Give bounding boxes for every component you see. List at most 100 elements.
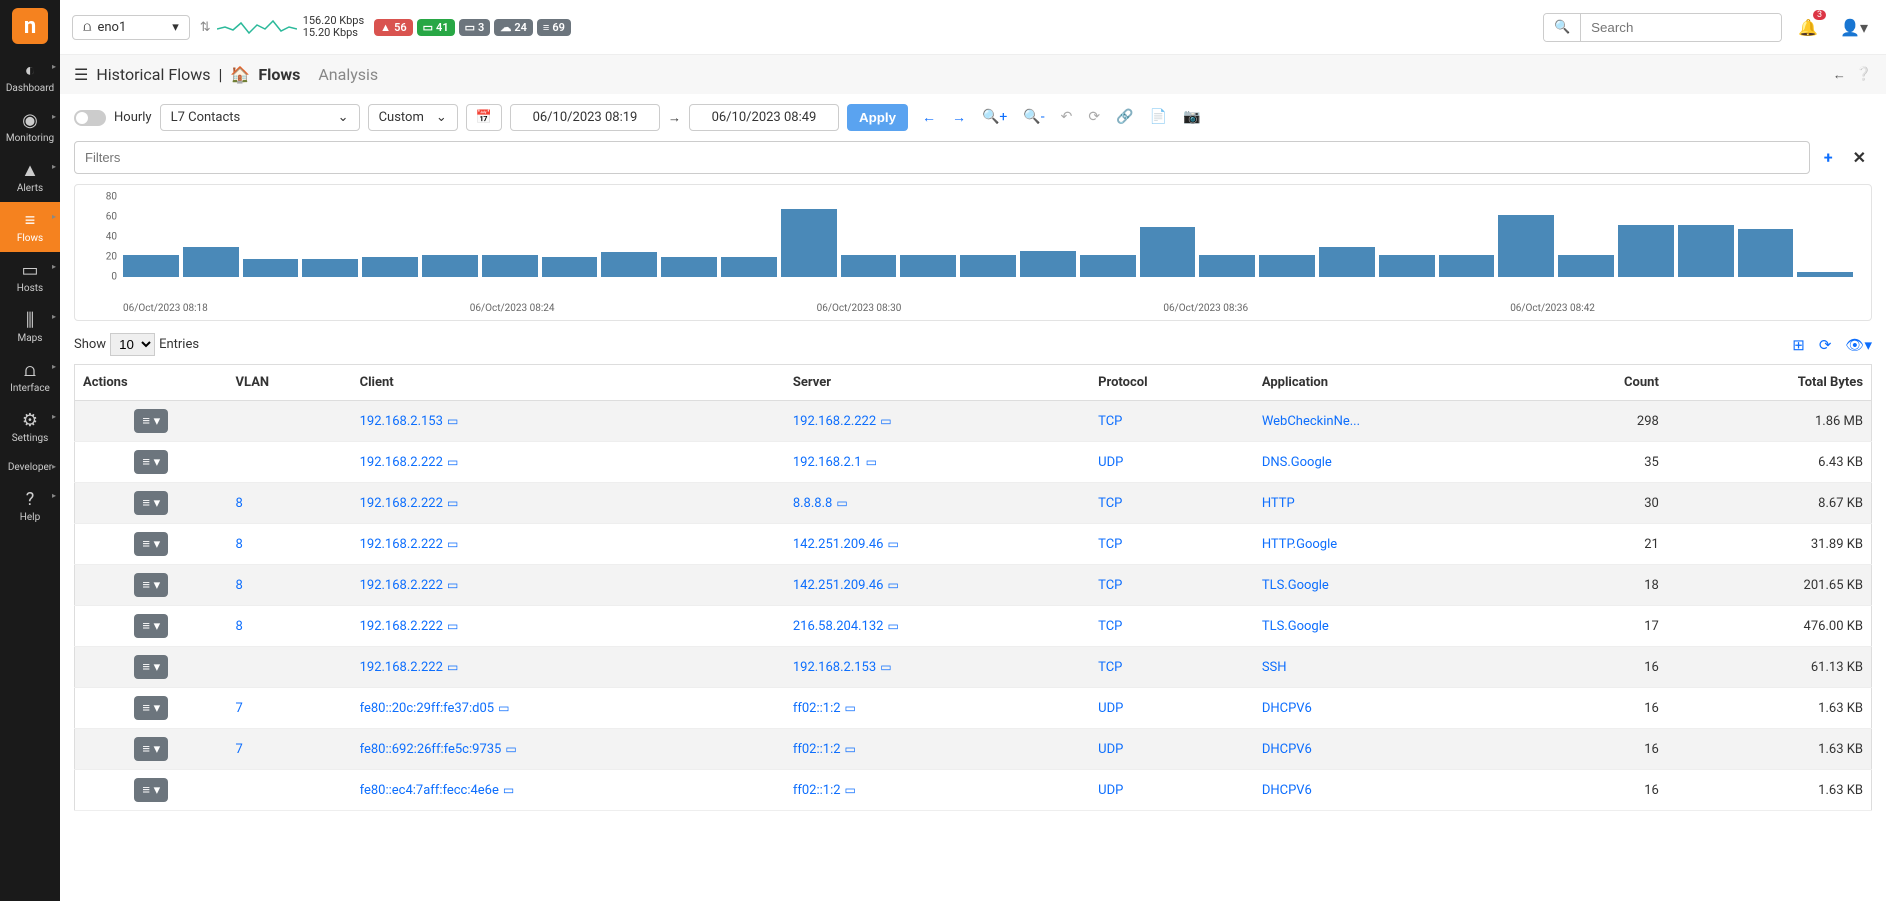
protocol-link[interactable]: TCP <box>1098 537 1122 552</box>
row-actions-button[interactable]: ≡ ▾ <box>134 778 168 802</box>
host-icon[interactable]: ▭ <box>866 455 877 469</box>
host-icon[interactable]: ▭ <box>887 537 898 551</box>
column-header[interactable]: Count <box>1540 365 1667 401</box>
sidebar-item-flows[interactable]: ≡Flows▸ <box>0 202 60 252</box>
sidebar-item-settings[interactable]: ⚙Settings▸ <box>0 402 60 452</box>
chart-bar[interactable] <box>482 255 538 277</box>
host-icon[interactable]: ▭ <box>498 701 509 715</box>
server-link[interactable]: 8.8.8.8 <box>793 496 833 511</box>
host-icon[interactable]: ▭ <box>836 496 847 510</box>
client-link[interactable]: 192.168.2.222 <box>360 660 443 675</box>
nav-left-icon[interactable]: ← <box>916 104 942 131</box>
camera-icon[interactable]: 📷 <box>1177 104 1206 131</box>
to-date[interactable]: 06/10/2023 08:49 <box>689 104 839 131</box>
server-link[interactable]: ff02::1:2 <box>793 701 841 716</box>
chart-bar[interactable] <box>661 257 717 277</box>
chart-bar[interactable] <box>123 255 179 277</box>
refresh-table-icon[interactable]: ⟳ <box>1819 336 1832 354</box>
chart-bar[interactable] <box>243 259 299 277</box>
server-link[interactable]: ff02::1:2 <box>793 783 841 798</box>
chart-bar[interactable] <box>542 257 598 277</box>
chart-bar[interactable] <box>601 252 657 277</box>
application-link[interactable]: HTTP.Google <box>1262 537 1337 552</box>
chart-bar[interactable] <box>362 257 418 277</box>
host-icon[interactable]: ▭ <box>447 578 458 592</box>
vlan-link[interactable]: 8 <box>236 619 243 634</box>
host-icon[interactable]: ▭ <box>447 619 458 633</box>
vlan-link[interactable]: 7 <box>236 701 243 716</box>
nav-right-icon[interactable]: → <box>946 104 972 131</box>
row-actions-button[interactable]: ≡ ▾ <box>134 614 168 638</box>
chart-bar[interactable] <box>1259 255 1315 277</box>
row-actions-button[interactable]: ≡ ▾ <box>134 696 168 720</box>
protocol-link[interactable]: TCP <box>1098 660 1122 675</box>
protocol-link[interactable]: UDP <box>1098 783 1123 798</box>
hourly-toggle[interactable] <box>74 110 106 126</box>
host-icon[interactable]: ▭ <box>447 537 458 551</box>
chart-bar[interactable] <box>422 255 478 277</box>
search-button[interactable]: 🔍 <box>1544 14 1581 41</box>
column-header[interactable]: Protocol <box>1090 365 1254 401</box>
vlan-link[interactable]: 8 <box>236 496 243 511</box>
row-actions-button[interactable]: ≡ ▾ <box>134 573 168 597</box>
chart-bar[interactable] <box>1439 255 1495 277</box>
column-header[interactable]: Client <box>352 365 785 401</box>
chart-bar[interactable] <box>1140 227 1196 277</box>
chart-bar[interactable] <box>1738 229 1794 277</box>
crumb-analysis[interactable]: Analysis <box>318 65 378 84</box>
column-header[interactable]: VLAN <box>228 365 352 401</box>
chart-bar[interactable] <box>1379 255 1435 277</box>
application-link[interactable]: DHCPV6 <box>1262 701 1312 716</box>
zoom-in-icon[interactable]: 🔍+ <box>976 104 1013 131</box>
host-icon[interactable]: ▭ <box>447 660 458 674</box>
link-icon[interactable]: 🔗 <box>1110 104 1139 131</box>
protocol-link[interactable]: UDP <box>1098 455 1123 470</box>
row-actions-button[interactable]: ≡ ▾ <box>134 532 168 556</box>
application-link[interactable]: TLS.Google <box>1262 578 1329 593</box>
range-select[interactable]: Custom⌄ <box>368 104 458 131</box>
chart-bar[interactable] <box>1618 225 1674 277</box>
protocol-link[interactable]: UDP <box>1098 701 1123 716</box>
sidebar-item-developer[interactable]: Developer▸ <box>0 452 60 481</box>
row-actions-button[interactable]: ≡ ▾ <box>134 737 168 761</box>
host-icon[interactable]: ▭ <box>447 414 458 428</box>
sidebar-item-dashboard[interactable]: ◐Dashboard▸ <box>0 52 60 102</box>
status-badge[interactable]: ▭41 <box>417 19 455 36</box>
entries-select[interactable]: 10 <box>110 333 155 356</box>
server-link[interactable]: ff02::1:2 <box>793 742 841 757</box>
client-link[interactable]: fe80::ec4:7aff:fecc:4e6e <box>360 783 499 798</box>
sidebar-item-monitoring[interactable]: ◉Monitoring▸ <box>0 102 60 152</box>
chart-bar[interactable] <box>841 255 897 277</box>
server-link[interactable]: 192.168.2.153 <box>793 660 876 675</box>
server-link[interactable]: 142.251.209.46 <box>793 578 884 593</box>
host-icon[interactable]: ▭ <box>447 496 458 510</box>
status-badge[interactable]: ▲56 <box>374 19 412 36</box>
logo[interactable]: n <box>12 8 48 44</box>
apply-button[interactable]: Apply <box>847 104 908 131</box>
menu-icon[interactable]: ☰ <box>74 65 88 84</box>
metric-select[interactable]: L7 Contacts⌄ <box>160 104 360 131</box>
filters-input[interactable] <box>74 141 1810 174</box>
host-icon[interactable]: ▭ <box>845 742 856 756</box>
host-icon[interactable]: ▭ <box>845 783 856 797</box>
column-header[interactable]: Application <box>1254 365 1540 401</box>
application-link[interactable]: DHCPV6 <box>1262 742 1312 757</box>
search-input[interactable] <box>1581 14 1781 41</box>
column-header[interactable]: Actions <box>75 365 228 401</box>
server-link[interactable]: 192.168.2.1 <box>793 455 862 470</box>
sidebar-item-maps[interactable]: ⫼Maps▸ <box>0 302 60 352</box>
chart-bar[interactable] <box>1558 255 1614 277</box>
client-link[interactable]: fe80::20c:29ff:fe37:d05 <box>360 701 495 716</box>
help-icon[interactable]: ❔ <box>1856 67 1872 83</box>
row-actions-button[interactable]: ≡ ▾ <box>134 409 168 433</box>
chart-bar[interactable] <box>900 255 956 277</box>
client-link[interactable]: 192.168.2.222 <box>360 578 443 593</box>
vlan-link[interactable]: 7 <box>236 742 243 757</box>
application-link[interactable]: DNS.Google <box>1262 455 1332 470</box>
chart-bar[interactable] <box>1199 255 1255 277</box>
application-link[interactable]: HTTP <box>1262 496 1295 511</box>
chart-bar[interactable] <box>1797 272 1853 277</box>
undo-icon[interactable]: ↶ <box>1055 104 1079 131</box>
client-link[interactable]: 192.168.2.153 <box>360 414 443 429</box>
client-link[interactable]: 192.168.2.222 <box>360 537 443 552</box>
